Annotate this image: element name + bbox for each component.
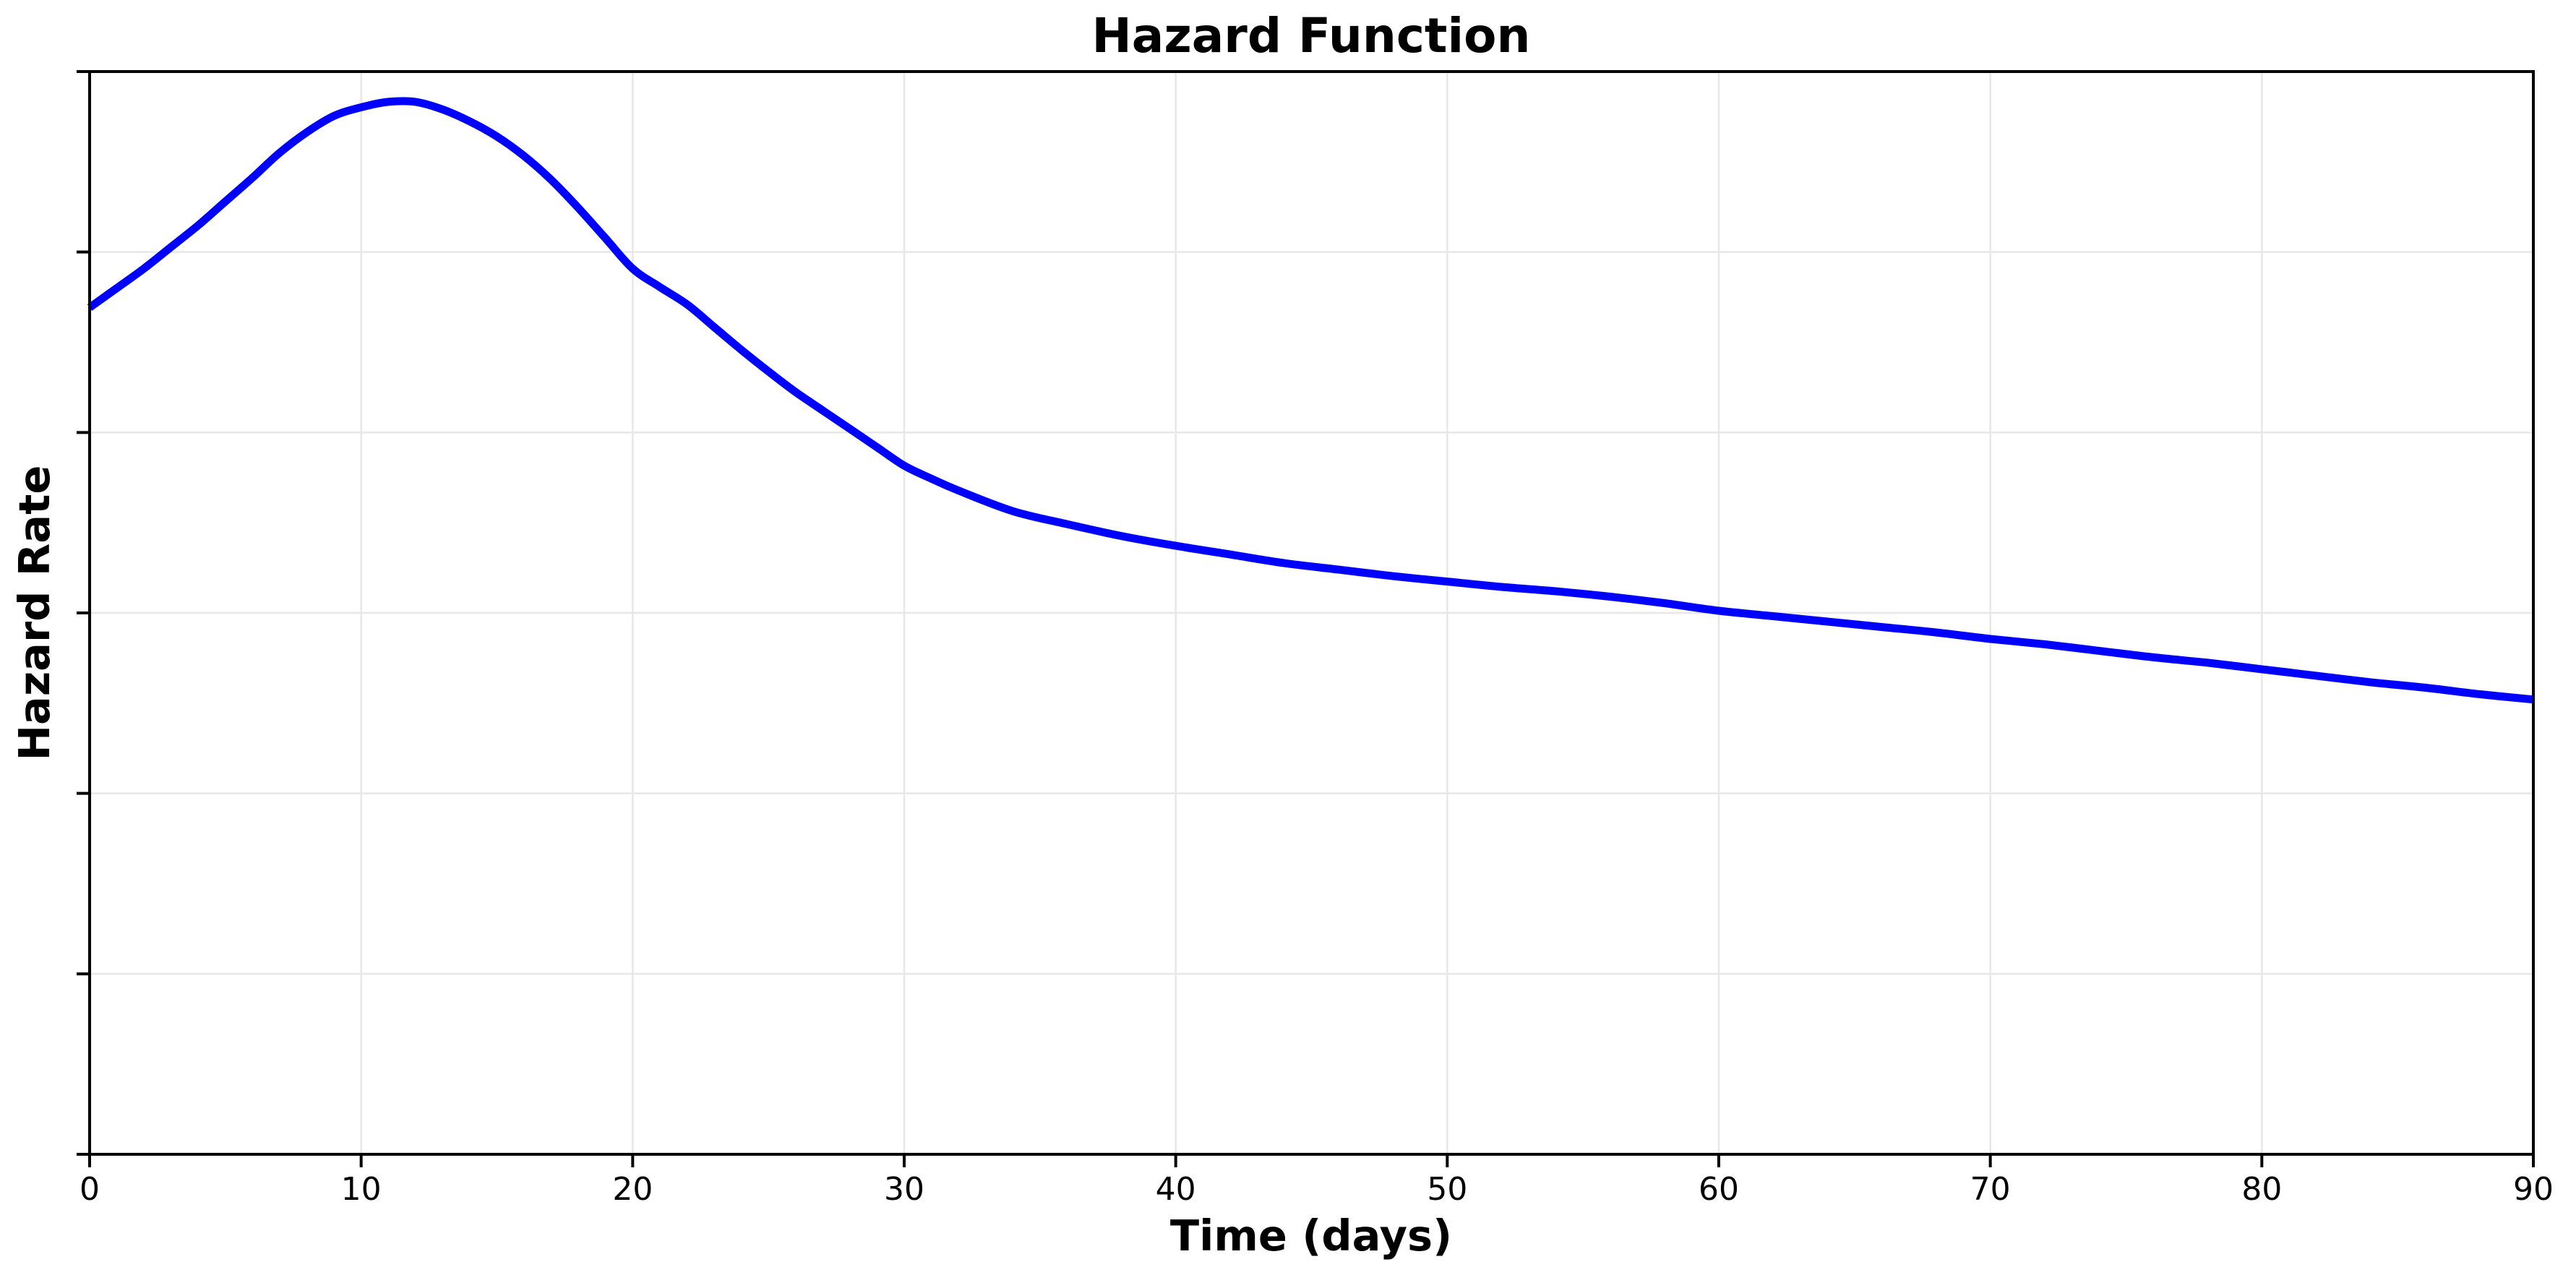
x-tick-label: 30 [884, 1171, 924, 1208]
x-tick-label: 80 [2241, 1171, 2282, 1208]
x-tick-label: 50 [1427, 1171, 1467, 1208]
x-tick-label: 40 [1156, 1171, 1196, 1208]
y-ticks [77, 70, 90, 1156]
x-tick-label: 90 [2513, 1171, 2554, 1208]
grid [90, 72, 2533, 1154]
x-tick-label: 20 [612, 1171, 653, 1208]
x-tick-label: 60 [1699, 1171, 1739, 1208]
chart-title: Hazard Function [1092, 8, 1531, 64]
hazard-curve [87, 97, 2534, 704]
y-axis-label: Hazard Rate [9, 465, 59, 761]
x-ticks [88, 1154, 2535, 1167]
x-tick-label: 0 [80, 1171, 100, 1208]
x-tick-label: 70 [1970, 1171, 2011, 1208]
x-tick-label: 10 [341, 1171, 382, 1208]
x-axis-label: Time (days) [1170, 1211, 1452, 1261]
